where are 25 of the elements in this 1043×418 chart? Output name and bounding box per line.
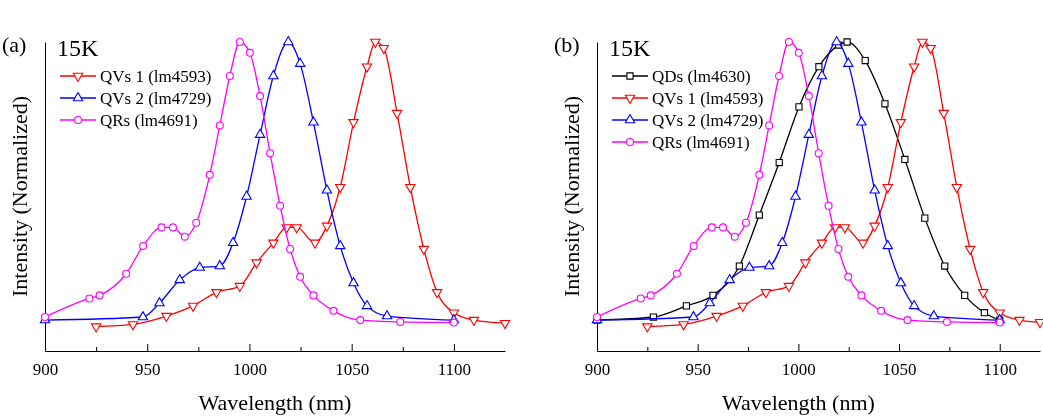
chart-title: (b) bbox=[554, 32, 580, 57]
x-tick-label: 1000 bbox=[781, 360, 816, 380]
legend-label: QDs (lm4630) bbox=[652, 67, 751, 86]
x-tick-label: 1050 bbox=[335, 360, 370, 380]
annotation: 15K bbox=[609, 35, 651, 61]
legend-label: QVs 2 (lm4729) bbox=[652, 111, 764, 130]
x-tick-label: 1100 bbox=[437, 360, 472, 380]
annotation: 15K bbox=[57, 35, 99, 61]
x-tick-label: 900 bbox=[584, 360, 611, 380]
chart-title: (a) bbox=[2, 32, 27, 57]
x-tick-label: 1000 bbox=[232, 360, 267, 380]
legend-label: QRs (lm4691) bbox=[100, 111, 198, 130]
y-axis-title: Intensity (Normalized) bbox=[7, 96, 32, 297]
legend-label: QVs 2 (lm4729) bbox=[100, 89, 212, 108]
x-axis-title: Wavelength (nm) bbox=[198, 390, 352, 415]
legend-label: QRs (lm4691) bbox=[652, 133, 750, 152]
x-tick-label: 900 bbox=[32, 360, 59, 380]
x-tick-label: 1100 bbox=[983, 360, 1017, 380]
x-axis-title: Wavelength (nm) bbox=[722, 390, 875, 415]
legend-label: QVs 1 (lm4593) bbox=[652, 89, 764, 108]
x-tick-label: 950 bbox=[134, 360, 161, 380]
x-tick-label: 1050 bbox=[882, 360, 917, 380]
y-axis-title: Intensity (Normalized) bbox=[559, 96, 584, 297]
legend-label: QVs 1 (lm4593) bbox=[100, 67, 212, 86]
x-tick-label: 950 bbox=[685, 360, 711, 380]
